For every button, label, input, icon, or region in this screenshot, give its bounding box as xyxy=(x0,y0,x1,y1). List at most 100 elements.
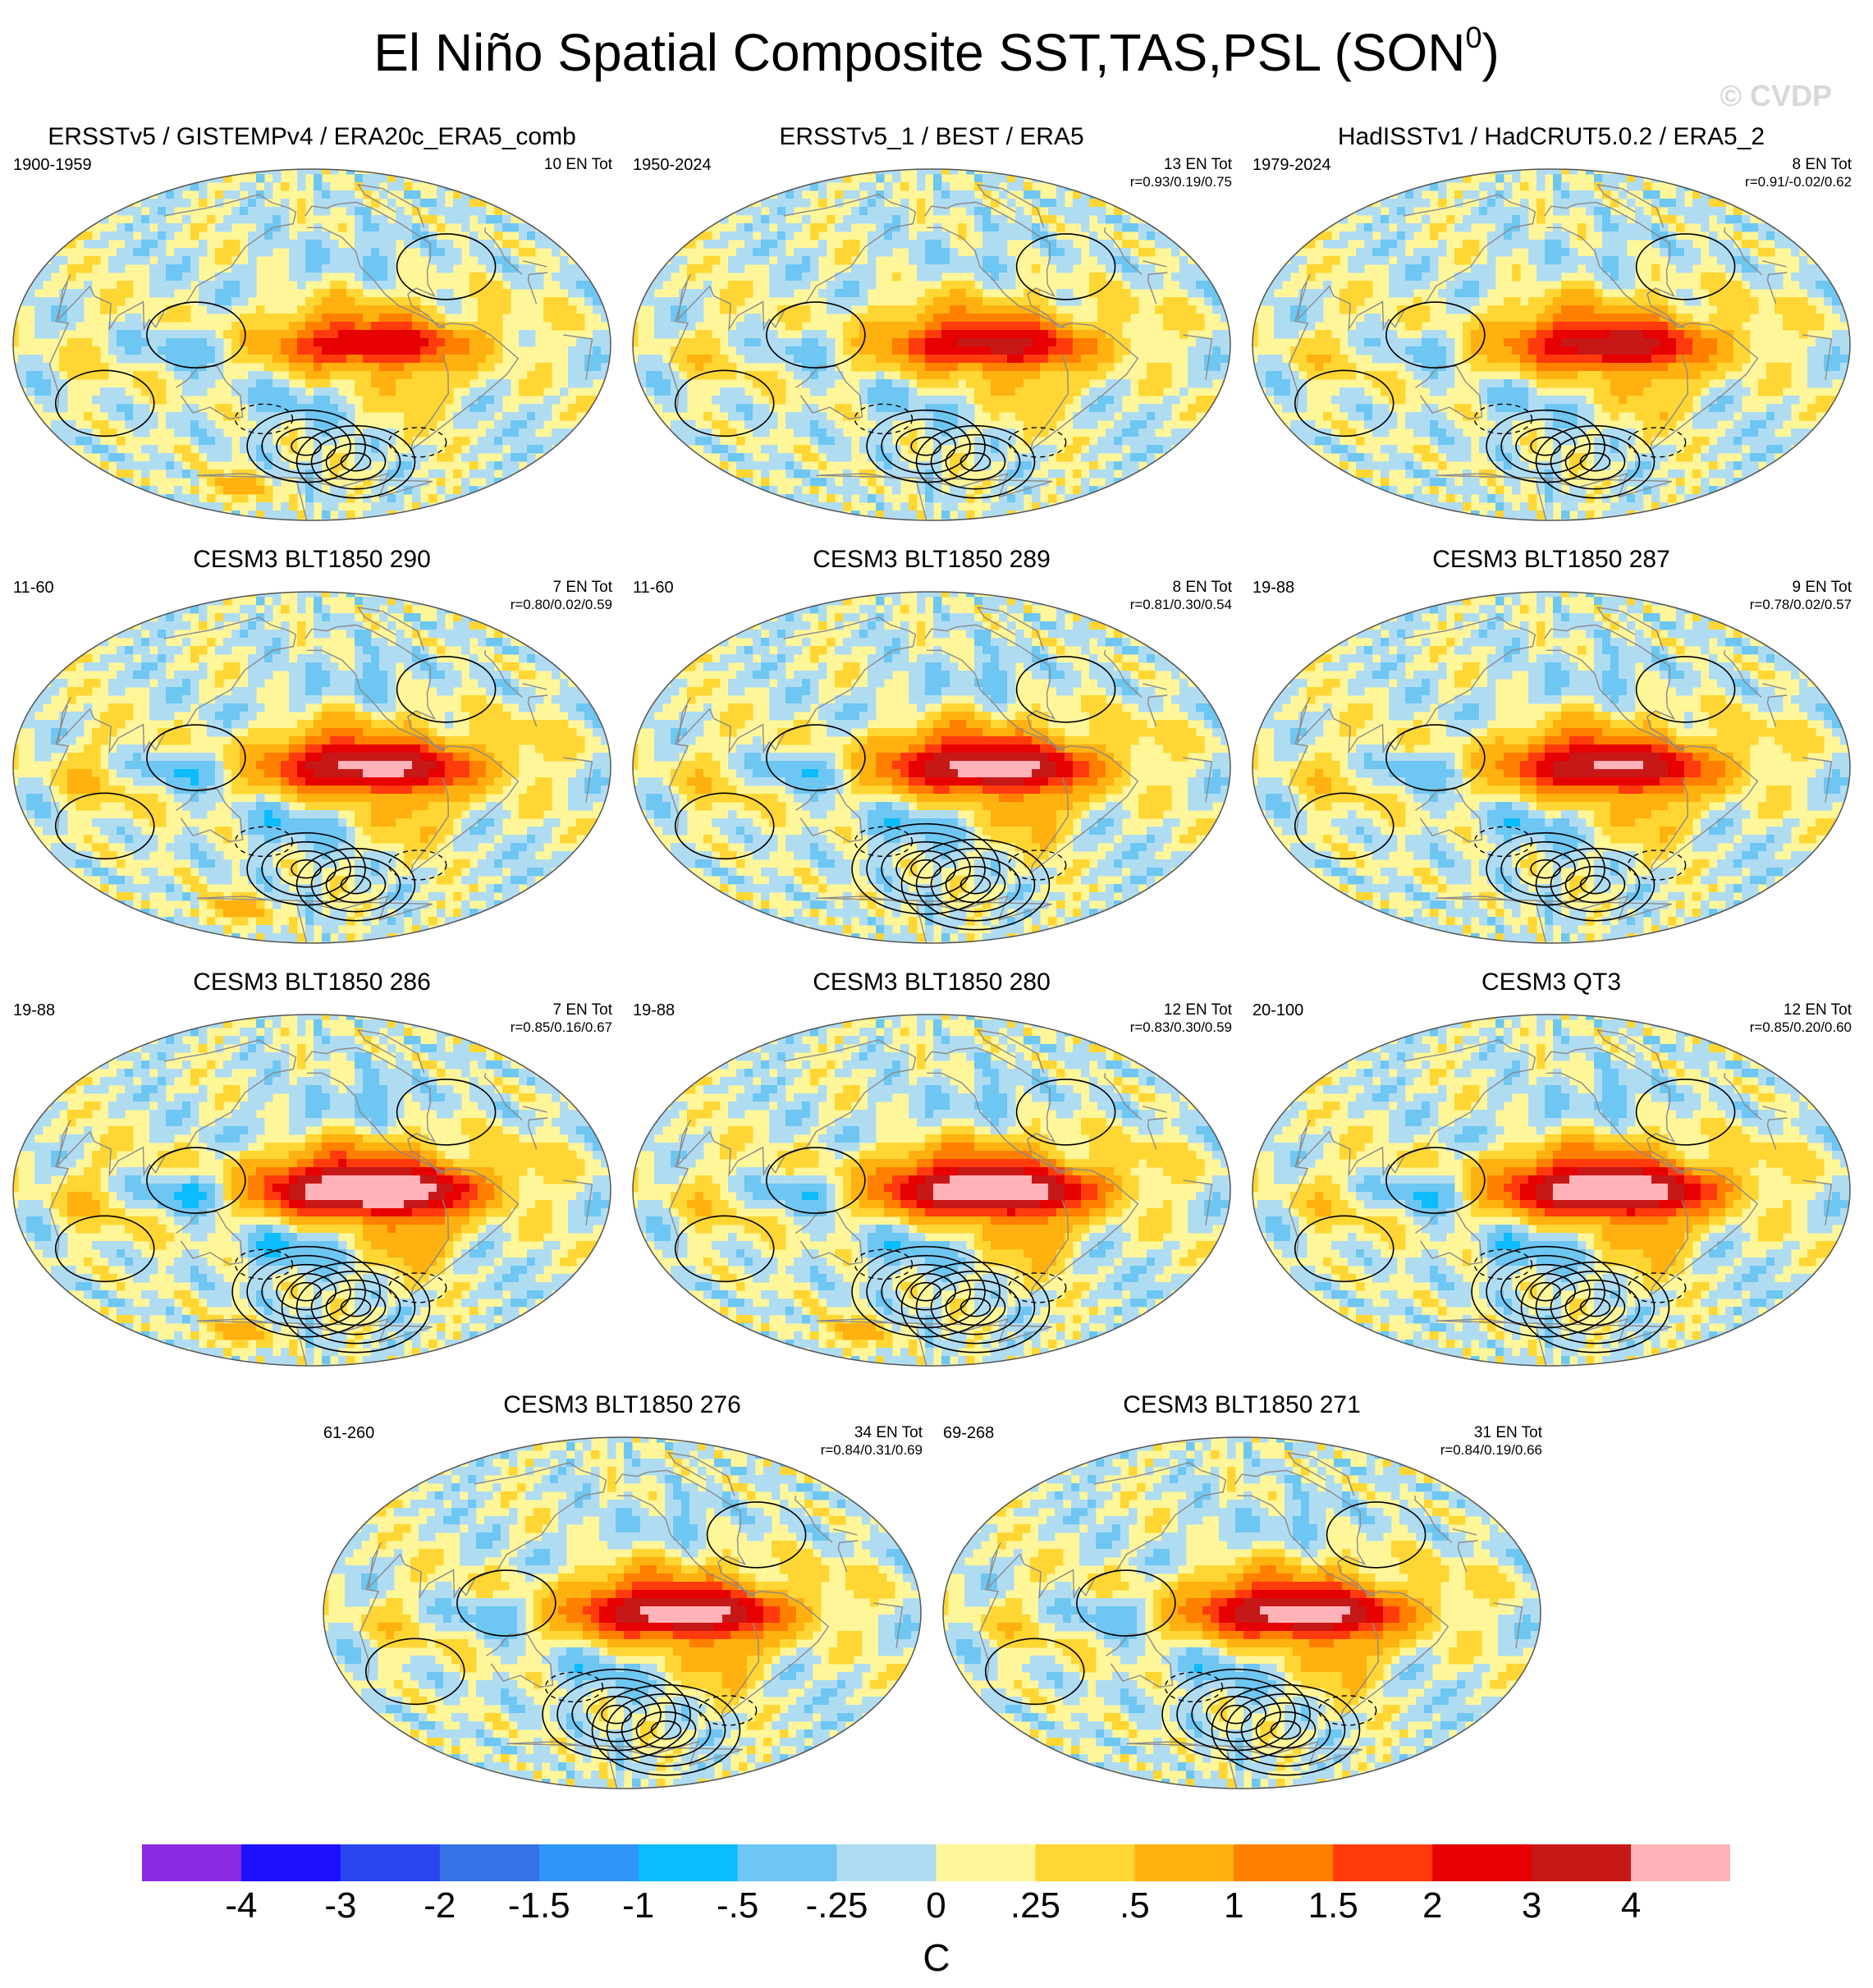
temperature-cell xyxy=(1619,190,1628,199)
temperature-cell xyxy=(314,494,323,503)
temperature-cell xyxy=(174,314,183,323)
temperature-cell xyxy=(92,445,101,454)
temperature-cell xyxy=(1807,207,1816,216)
temperature-cell xyxy=(843,281,852,290)
temperature-cell xyxy=(1290,231,1299,240)
panel-years: 1900-1959 xyxy=(13,156,92,175)
temperature-cell xyxy=(13,338,19,347)
temperature-cell xyxy=(396,478,405,487)
temperature-cell xyxy=(494,231,503,240)
temperature-cell xyxy=(609,199,611,208)
temperature-cell xyxy=(576,169,585,175)
temperature-cell xyxy=(396,207,405,216)
temperature-cell xyxy=(355,314,364,323)
temperature-cell xyxy=(1454,199,1463,208)
temperature-cell xyxy=(1229,215,1230,224)
temperature-cell xyxy=(1282,297,1291,306)
temperature-cell xyxy=(543,182,552,191)
temperature-cell xyxy=(1553,169,1562,175)
temperature-cell xyxy=(76,502,85,511)
temperature-cell xyxy=(51,174,60,183)
temperature-cell xyxy=(355,461,364,470)
temperature-cell xyxy=(1454,297,1463,306)
temperature-cell xyxy=(917,256,926,265)
globe-outline xyxy=(632,168,1231,521)
temperature-cell xyxy=(1372,207,1381,216)
temperature-cell xyxy=(289,428,298,437)
temperature-cell xyxy=(909,346,918,355)
temperature-cell xyxy=(982,338,991,347)
temperature-cell xyxy=(1138,404,1147,413)
temperature-cell xyxy=(917,461,926,470)
temperature-cell xyxy=(207,502,216,511)
temperature-cell xyxy=(412,305,421,314)
temperature-cell xyxy=(728,396,737,405)
temperature-cell xyxy=(925,330,934,339)
temperature-cell xyxy=(141,182,150,191)
temperature-cell xyxy=(1032,379,1041,388)
temperature-cell xyxy=(1015,338,1024,347)
temperature-cell xyxy=(1725,297,1734,306)
temperature-cell xyxy=(248,207,257,216)
temperature-cell xyxy=(100,404,109,413)
temperature-cell xyxy=(289,355,298,364)
temperature-cell xyxy=(231,215,240,224)
temperature-cell xyxy=(925,273,934,282)
temperature-cell xyxy=(240,199,249,208)
temperature-cell xyxy=(182,264,191,273)
temperature-cell xyxy=(687,264,696,273)
temperature-cell xyxy=(428,363,437,372)
temperature-cell xyxy=(941,412,950,421)
temperature-cell xyxy=(1122,264,1131,273)
temperature-cell xyxy=(1065,264,1074,273)
temperature-cell xyxy=(1097,404,1106,413)
temperature-cell xyxy=(1799,281,1808,290)
temperature-cell xyxy=(519,281,528,290)
temperature-cell xyxy=(646,248,655,257)
temperature-cell xyxy=(1040,428,1049,437)
temperature-cell xyxy=(199,240,208,249)
temperature-cell xyxy=(1171,519,1180,520)
temperature-cell xyxy=(231,297,240,306)
temperature-cell xyxy=(1212,494,1221,503)
temperature-cell xyxy=(1750,169,1759,175)
temperature-cell xyxy=(437,256,446,265)
temperature-cell xyxy=(1114,511,1123,520)
temperature-cell xyxy=(174,363,183,372)
temperature-cell xyxy=(1766,169,1775,175)
temperature-cell xyxy=(1487,281,1496,290)
temperature-cell xyxy=(1536,207,1546,216)
temperature-cell xyxy=(892,461,901,470)
temperature-cell xyxy=(1155,494,1164,503)
temperature-cell xyxy=(437,264,446,273)
temperature-cell xyxy=(900,314,909,323)
temperature-cell xyxy=(1701,174,1710,183)
temperature-cell xyxy=(18,355,27,364)
temperature-cell xyxy=(264,363,273,372)
temperature-cell xyxy=(584,256,593,265)
temperature-cell xyxy=(338,363,347,372)
temperature-cell xyxy=(34,387,44,396)
temperature-cell xyxy=(654,363,663,372)
temperature-cell xyxy=(552,494,561,503)
temperature-cell xyxy=(428,305,437,314)
temperature-cell xyxy=(215,453,224,462)
temperature-cell xyxy=(1163,240,1172,249)
temperature-cell xyxy=(769,199,778,208)
temperature-cell xyxy=(76,264,85,273)
temperature-cell xyxy=(917,169,926,175)
temperature-cell xyxy=(1007,256,1016,265)
temperature-cell xyxy=(753,256,762,265)
temperature-cell xyxy=(371,404,380,413)
temperature-cell xyxy=(1602,240,1611,249)
temperature-cell xyxy=(679,428,688,437)
temperature-cell xyxy=(108,453,117,462)
temperature-cell xyxy=(576,273,585,282)
temperature-cell xyxy=(794,305,803,314)
temperature-cell xyxy=(1097,412,1106,421)
temperature-cell xyxy=(240,314,249,323)
temperature-cell xyxy=(950,494,959,503)
temperature-cell xyxy=(190,404,199,413)
temperature-cell xyxy=(1081,453,1090,462)
figure-title-superscript: 0 xyxy=(1465,21,1481,54)
